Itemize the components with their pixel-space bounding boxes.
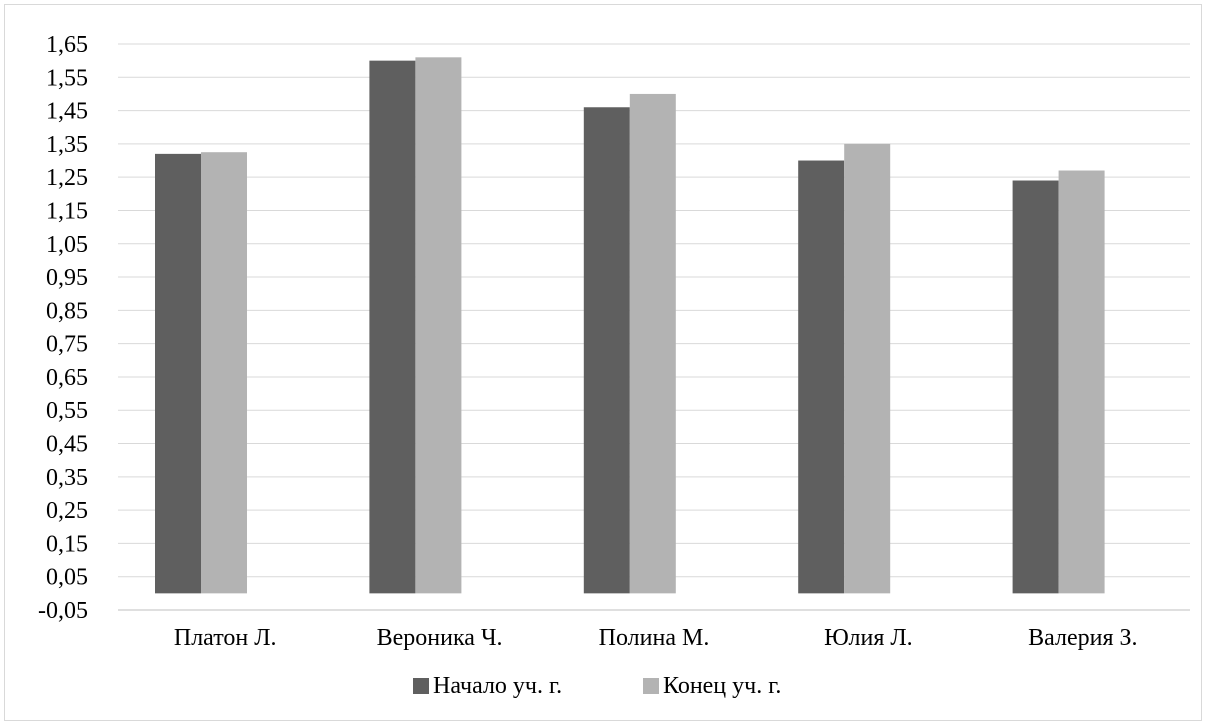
- bar: [629, 93, 676, 594]
- y-tick-label: 0,55: [46, 398, 88, 424]
- legend-label: Начало уч. г.: [433, 673, 562, 699]
- y-tick-label: 1,45: [46, 99, 88, 125]
- bar: [369, 60, 416, 594]
- bar: [583, 107, 630, 594]
- x-tick-label: Вероника Ч.: [377, 625, 503, 651]
- bars: [155, 57, 1105, 594]
- y-tick-label: 0,95: [46, 265, 88, 291]
- y-tick-label: 0,25: [46, 498, 88, 524]
- x-tick-label: Валерия З.: [1028, 625, 1137, 651]
- bar: [844, 143, 891, 594]
- y-tick-label: 1,65: [46, 32, 88, 58]
- y-tick-label: 0,15: [46, 531, 88, 557]
- bar: [155, 153, 201, 594]
- y-tick-label: 1,35: [46, 132, 88, 158]
- bar: [1012, 180, 1059, 594]
- y-tick-label: 0,75: [46, 332, 88, 358]
- bar: [1058, 170, 1105, 594]
- y-tick-label: 1,25: [46, 165, 88, 191]
- y-tick-label: 1,15: [46, 198, 88, 224]
- x-axis-ticks: Платон Л. Вероника Ч. Полина М. Юлия Л. Вале…: [174, 625, 1138, 651]
- y-tick-label: 0,05: [46, 565, 88, 591]
- legend: Начало уч. г. Конец уч. г.: [413, 673, 781, 699]
- y-tick-label: 0,65: [46, 365, 88, 391]
- y-tick-label: 0,85: [46, 298, 88, 324]
- y-tick-label: 1,55: [46, 65, 88, 91]
- bar: [201, 152, 247, 594]
- legend-swatch: [643, 678, 659, 694]
- y-axis-ticks: -0,05 0,05 0,15 0,25 0,35 0,45 0,55 0,65 0,75 0,8…: [38, 32, 88, 624]
- x-tick-label: Платон Л.: [174, 625, 277, 651]
- legend-swatch: [413, 678, 429, 694]
- y-tick-label: -0,05: [38, 598, 88, 624]
- bar: [798, 160, 845, 594]
- x-tick-label: Юлия Л.: [824, 625, 913, 651]
- legend-label: Конец уч. г.: [663, 673, 781, 699]
- x-tick-label: Полина М.: [599, 625, 710, 651]
- y-tick-label: 0,45: [46, 432, 88, 458]
- y-tick-label: 1,05: [46, 232, 88, 258]
- y-tick-label: 0,35: [46, 465, 88, 491]
- bar: [415, 57, 462, 594]
